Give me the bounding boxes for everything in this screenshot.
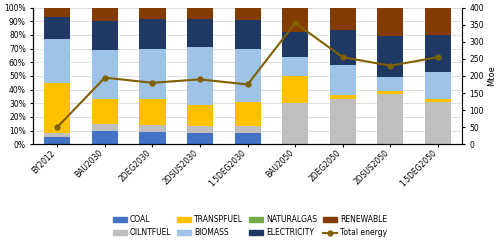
Bar [425, 35, 451, 72]
Bar [140, 19, 166, 49]
Bar [92, 131, 118, 144]
Bar [330, 99, 356, 144]
Bar [44, 137, 70, 144]
Total energy [150, 81, 156, 84]
Bar [92, 21, 118, 50]
Bar [425, 99, 451, 102]
Bar [187, 8, 213, 19]
Bar [187, 133, 213, 144]
Bar [92, 50, 118, 99]
Bar [282, 8, 308, 32]
Total energy [244, 83, 250, 86]
Bar [378, 8, 404, 36]
Bar [140, 49, 166, 99]
Total energy [197, 78, 203, 81]
Bar [187, 19, 213, 47]
Total energy [292, 22, 298, 25]
Bar [330, 8, 356, 29]
Bar [378, 91, 404, 94]
Bar [282, 76, 308, 103]
Bar [234, 49, 260, 102]
Bar [140, 132, 166, 144]
Bar [282, 103, 308, 144]
Bar [234, 8, 260, 20]
Bar [425, 8, 451, 35]
Bar [234, 127, 260, 133]
Bar [234, 20, 260, 49]
Bar [92, 8, 118, 21]
Bar [44, 83, 70, 133]
Bar [282, 57, 308, 76]
Bar [44, 133, 70, 137]
Legend: COAL, OILNTFUEL, TRANSPFUEL, BIOMASS, NATURALGAS, ELECTRICITY, RENEWABLE, Total : COAL, OILNTFUEL, TRANSPFUEL, BIOMASS, NA… [113, 215, 387, 237]
Bar [234, 133, 260, 144]
Bar [378, 77, 404, 91]
Total energy [54, 126, 60, 129]
Bar [140, 99, 166, 125]
Bar [378, 36, 404, 77]
Bar [140, 8, 166, 19]
Bar [282, 32, 308, 57]
Bar [425, 102, 451, 144]
Total energy [102, 76, 108, 79]
Bar [330, 29, 356, 65]
Bar [44, 39, 70, 83]
Y-axis label: Mtoe: Mtoe [487, 66, 496, 86]
Bar [187, 105, 213, 127]
Total energy [340, 56, 346, 59]
Bar [378, 94, 404, 144]
Bar [187, 127, 213, 133]
Bar [330, 65, 356, 95]
Bar [425, 72, 451, 99]
Bar [234, 102, 260, 127]
Bar [44, 17, 70, 39]
Bar [330, 95, 356, 99]
Bar [187, 47, 213, 105]
Total energy [435, 56, 441, 59]
Line: Total energy: Total energy [55, 20, 440, 130]
Total energy [388, 64, 394, 67]
Bar [140, 125, 166, 132]
Bar [44, 8, 70, 17]
Bar [92, 124, 118, 131]
Bar [92, 99, 118, 124]
